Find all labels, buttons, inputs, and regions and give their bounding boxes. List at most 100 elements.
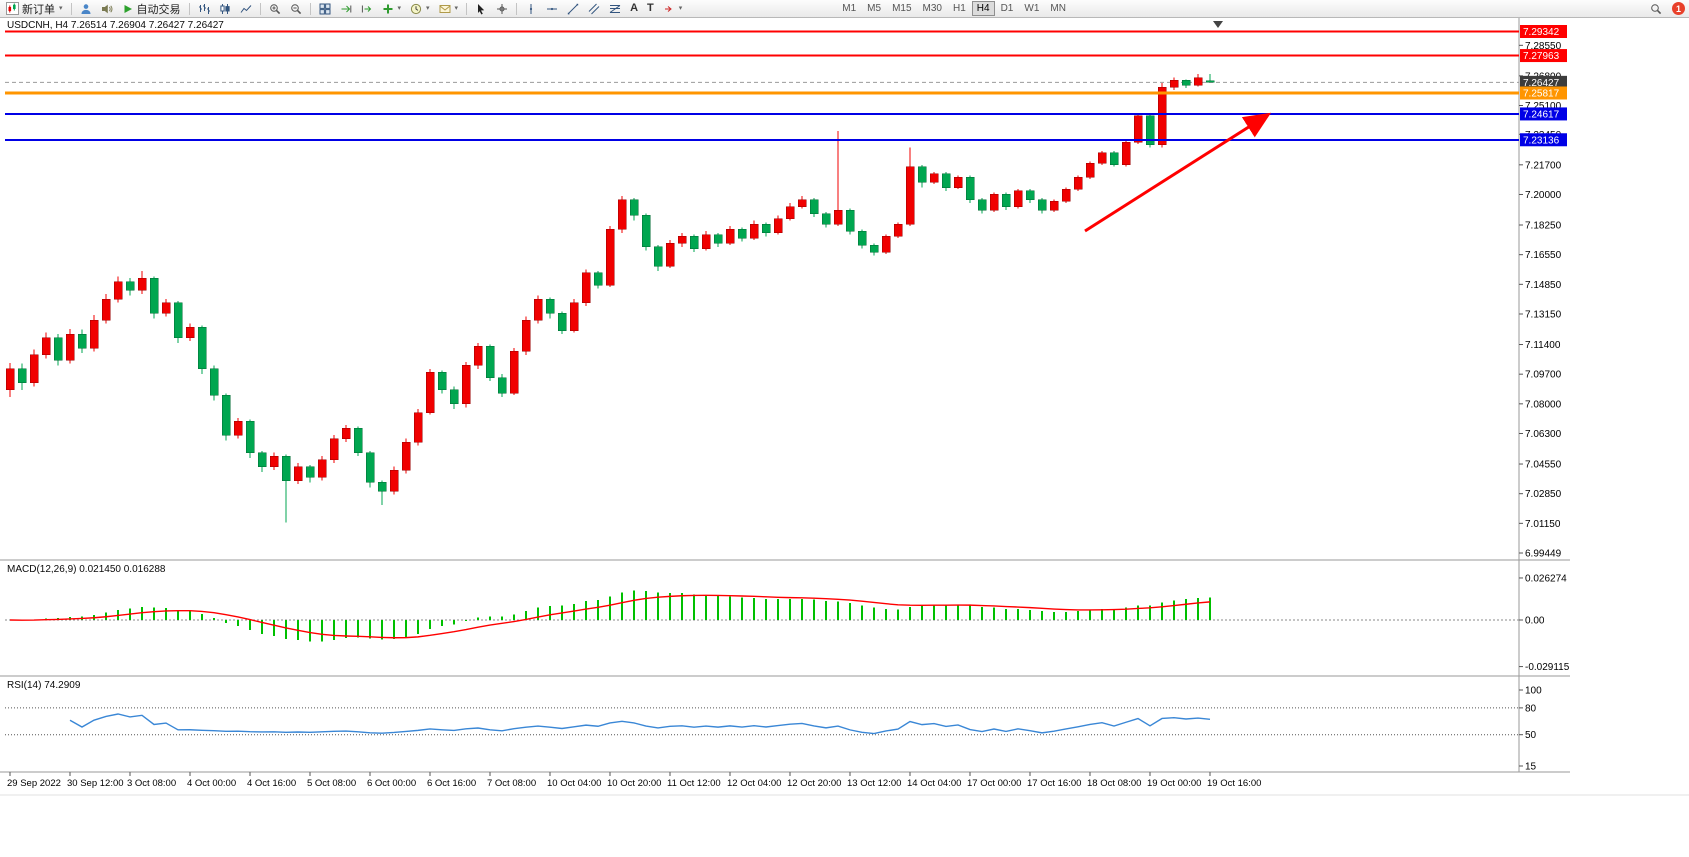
channel-icon bbox=[588, 3, 600, 15]
candle-body bbox=[161, 302, 171, 314]
timeframe-w1[interactable]: W1 bbox=[1019, 1, 1044, 16]
alerts-button[interactable] bbox=[97, 1, 117, 16]
candle-body bbox=[557, 312, 567, 331]
candle-body bbox=[1049, 201, 1059, 211]
notification-badge[interactable]: 1 bbox=[1672, 2, 1685, 15]
candle-body bbox=[1205, 80, 1215, 83]
macd-signal-line bbox=[9, 594, 1211, 639]
candle-body bbox=[1085, 162, 1095, 178]
candle-body bbox=[425, 372, 435, 413]
candle-body bbox=[197, 326, 207, 370]
arrows-tool-button[interactable]: ▾ bbox=[659, 1, 687, 16]
timeframe-m15[interactable]: M15 bbox=[887, 1, 916, 16]
cursor-button[interactable] bbox=[471, 1, 491, 16]
candle-body bbox=[209, 368, 219, 396]
time-axis-label: 10 Oct 20:00 bbox=[607, 778, 661, 789]
trend-arrow[interactable] bbox=[1084, 112, 1272, 233]
label-t-icon: T bbox=[647, 2, 654, 14]
candle-body bbox=[1025, 190, 1035, 200]
caret-down-icon: ▾ bbox=[59, 5, 63, 12]
candle-body bbox=[1169, 79, 1179, 88]
new-order-label: 新订单 bbox=[22, 3, 55, 16]
clock-icon bbox=[410, 3, 422, 15]
price-tick-label: 7.02850 bbox=[1525, 489, 1562, 500]
periods-button[interactable]: ▾ bbox=[406, 1, 434, 16]
chart-shift-marker[interactable] bbox=[1213, 21, 1223, 28]
candle-body bbox=[389, 469, 399, 492]
candle-body bbox=[737, 229, 747, 239]
timeframe-d1[interactable]: D1 bbox=[996, 1, 1019, 16]
timeframe-m1[interactable]: M1 bbox=[837, 1, 861, 16]
toolbar-right: 1 bbox=[1646, 1, 1689, 16]
timeframe-m5[interactable]: M5 bbox=[862, 1, 886, 16]
price-label-text: 7.26427 bbox=[1523, 78, 1560, 89]
fibonacci-button[interactable] bbox=[605, 1, 625, 16]
zoom-in-button[interactable] bbox=[265, 1, 285, 16]
price-tick-label: 7.08000 bbox=[1525, 399, 1562, 410]
price-label-text: 7.25817 bbox=[1523, 88, 1560, 99]
horizontal-line-button[interactable] bbox=[542, 1, 562, 16]
indicators-button[interactable]: ▾ bbox=[378, 1, 406, 16]
price-tick-label: 7.28550 bbox=[1525, 41, 1562, 52]
price-tick-label: 7.01150 bbox=[1525, 519, 1561, 530]
caret-down-icon: ▾ bbox=[426, 5, 430, 12]
candle-body bbox=[437, 372, 447, 391]
new-order-button[interactable]: 新订单 ▾ bbox=[2, 1, 67, 16]
candle-body bbox=[809, 199, 819, 214]
tile-windows-button[interactable] bbox=[315, 1, 335, 16]
time-axis-label: 19 Oct 00:00 bbox=[1147, 778, 1201, 789]
candle-body bbox=[857, 230, 867, 246]
candle-body bbox=[761, 223, 771, 234]
time-axis-label: 17 Oct 00:00 bbox=[967, 778, 1021, 789]
candle-body bbox=[689, 236, 699, 249]
toolbar-separator bbox=[188, 2, 190, 15]
toolbar-separator bbox=[309, 2, 311, 15]
label-tool-button[interactable]: T bbox=[643, 1, 658, 16]
text-a-icon: A bbox=[630, 2, 639, 14]
candle-body bbox=[833, 209, 843, 225]
candle-body bbox=[617, 199, 627, 230]
trendline-button[interactable] bbox=[563, 1, 583, 16]
price-tick-label: 7.04550 bbox=[1525, 460, 1562, 471]
candle-body bbox=[917, 166, 927, 183]
time-axis-label: 11 Oct 12:00 bbox=[667, 778, 721, 789]
caret-down-icon: ▾ bbox=[678, 5, 683, 12]
crosshair-button[interactable] bbox=[492, 1, 512, 16]
candlestick-chart-button[interactable] bbox=[215, 1, 235, 16]
candle-body bbox=[317, 459, 327, 478]
line-chart-button[interactable] bbox=[236, 1, 256, 16]
text-tool-button[interactable]: A bbox=[626, 1, 642, 16]
candle-body bbox=[1013, 190, 1023, 207]
timeframe-h1[interactable]: H1 bbox=[948, 1, 971, 16]
crosshair-icon bbox=[496, 3, 508, 15]
vertical-line-button[interactable] bbox=[521, 1, 541, 16]
candle-body bbox=[521, 319, 531, 352]
macd-histogram bbox=[21, 590, 1211, 642]
price-tick-label: 7.18250 bbox=[1525, 221, 1562, 232]
auto-scroll-button[interactable] bbox=[336, 1, 356, 16]
candle-body bbox=[305, 466, 315, 478]
candle-body bbox=[17, 368, 27, 384]
toolbar-separator bbox=[259, 2, 261, 15]
zoom-out-button[interactable] bbox=[286, 1, 306, 16]
search-button[interactable] bbox=[1646, 1, 1666, 16]
templates-button[interactable]: ▾ bbox=[435, 1, 463, 16]
new-order-icon bbox=[6, 2, 19, 15]
candle-body bbox=[845, 209, 855, 232]
candle-body bbox=[413, 412, 423, 443]
timeframe-h4[interactable]: H4 bbox=[971, 1, 995, 16]
timeframe-m30[interactable]: M30 bbox=[918, 1, 947, 16]
channel-button[interactable] bbox=[584, 1, 604, 16]
auto-trading-button[interactable]: 自动交易 bbox=[118, 1, 185, 16]
community-button[interactable] bbox=[76, 1, 96, 16]
candle-body bbox=[953, 176, 963, 188]
timeframe-mn[interactable]: MN bbox=[1045, 1, 1071, 16]
chart-shift-button[interactable] bbox=[357, 1, 377, 16]
candle-body bbox=[1181, 79, 1191, 86]
candle-body bbox=[785, 206, 795, 220]
rsi-tick-label: 50 bbox=[1525, 730, 1537, 741]
price-tick-label: 7.14850 bbox=[1525, 280, 1562, 291]
bar-chart-button[interactable] bbox=[194, 1, 214, 16]
trendline-icon bbox=[567, 3, 579, 15]
